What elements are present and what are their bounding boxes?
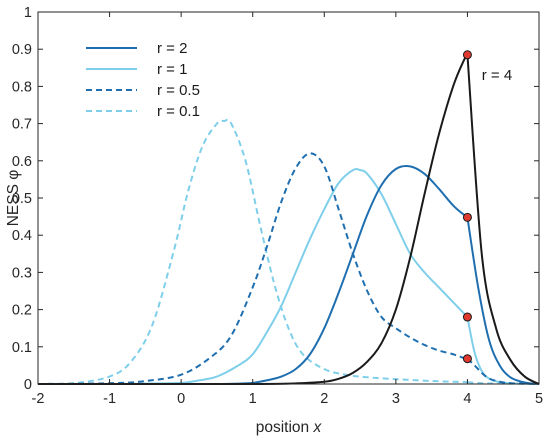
x-tick-label: -2 [32,391,45,407]
y-tick-label: 0 [24,377,32,393]
series-line-r-2-tail [466,217,540,385]
y-tick-label: 0.4 [12,228,32,244]
series-line-r-0-1 [37,118,468,386]
series-line-r-2 [37,165,469,386]
y-tick-label: 1 [24,5,32,21]
boundary-marker [462,212,472,222]
x-axis-label: position x [256,419,323,436]
series-line-r-4 [37,54,469,386]
x-tick-label: 3 [392,391,400,407]
y-ticks: 0 0.1 0.2 0.3 0.4 0.5 0.6 0.7 0.8 0.9 1 [12,5,539,393]
series-annotation: r = 4 [482,67,512,84]
axes: -2 -1 0 1 2 3 4 5 0 0.1 0.2 0.3 0.4 0.5 0.6 0.7 0.8 0.9 1 [12,5,543,407]
y-tick-label: 0.6 [12,154,32,170]
x-tick-label: 5 [535,391,543,407]
plot-area [37,50,540,386]
x-ticks: -2 -1 0 1 2 3 4 5 [32,12,543,407]
x-tick-label: 1 [249,391,257,407]
y-tick-label: 0.3 [12,265,32,281]
series-line-r-1 [37,167,469,386]
legend-label: r = 0.1 [157,103,200,120]
x-axis-label-prefix: position [256,419,314,436]
boundary-marker [462,50,472,60]
y-tick-label: 0.7 [12,117,32,133]
y-tick-label: 0.1 [12,340,32,356]
y-axis-label: NESS φ [5,170,22,227]
x-axis-label-variable: x [312,419,322,436]
series-line-r-0-5 [37,152,468,385]
legend-label: r = 0.5 [157,82,200,99]
series-line-r-1-tail [466,316,540,385]
x-tick-label: 0 [177,391,185,407]
y-tick-label: 0.5 [12,191,32,207]
boundary-marker [462,354,472,364]
y-tick-label: 0.2 [12,303,32,319]
x-tick-label: 2 [320,391,328,407]
y-tick-label: 0.8 [12,79,32,95]
legend: r = 2 r = 1 r = 0.5 r = 0.1 [86,40,200,120]
legend-label: r = 1 [157,61,187,78]
legend-label: r = 2 [157,40,187,57]
annotations: r = 4 [482,67,512,84]
y-tick-label: 0.9 [12,42,32,58]
boundary-marker [462,312,472,322]
marker-layer [462,50,472,364]
series-line-r-4-tail [466,54,540,385]
x-tick-label: 4 [463,391,471,407]
x-tick-label: -1 [103,391,116,407]
